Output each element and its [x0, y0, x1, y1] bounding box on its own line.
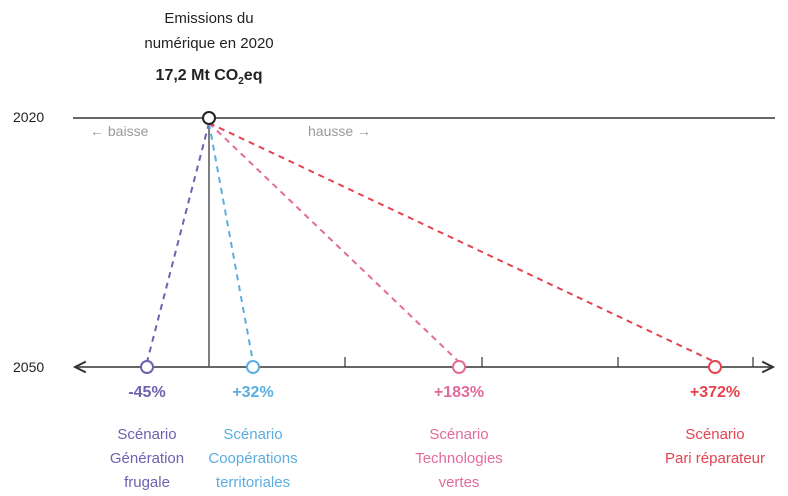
baseline-value-main: 17,2 Mt CO	[155, 67, 239, 84]
decrease-label: ← baisse	[90, 123, 149, 139]
year-2050-label: 2050	[13, 359, 45, 375]
scenario-line	[208, 122, 460, 363]
scenario-name-line: Scénario	[223, 426, 283, 443]
scenario-percent: +183%	[433, 384, 485, 401]
scenario-point	[246, 360, 260, 374]
scenario-line	[208, 122, 254, 363]
scenario-name-line: frugale	[124, 474, 170, 491]
scenario-name-line: vertes	[438, 474, 480, 491]
scenario-name: Scénario Coopérations territoriales	[208, 423, 297, 495]
scenario-name-line: Scénario	[685, 426, 745, 443]
increase-label: hausse →	[308, 123, 372, 139]
scenario-line	[208, 122, 716, 363]
scenario-percent: -45%	[128, 384, 166, 401]
baseline-value-unit: eq	[243, 67, 263, 84]
scenario-name: Scénario Technologies vertes	[415, 423, 503, 495]
scenario-line	[146, 122, 210, 363]
scenario-name-line: territoriales	[215, 474, 291, 491]
points-layer	[140, 111, 722, 374]
title-line-1: Emissions du	[164, 10, 254, 27]
scenario-name-line: Génération	[109, 450, 185, 467]
scenario-percent: +32%	[232, 384, 274, 401]
origin-point	[202, 111, 216, 125]
scenario-point	[452, 360, 466, 374]
scenario-name: Scénario Génération frugale	[110, 423, 184, 495]
scenario-name-line: Pari réparateur	[664, 450, 766, 467]
scenario-name-line: Scénario	[429, 426, 489, 443]
baseline-value-subscript: 2	[238, 76, 244, 88]
scenario-name-line: Technologies	[415, 450, 503, 467]
title-line-2: numérique en 2020	[144, 35, 274, 52]
baseline-value: 17,2 Mt CO2eq	[156, 66, 263, 89]
scenario-name-line: Coopérations	[208, 450, 298, 467]
scenario-name: Scénario Pari réparateur	[665, 423, 765, 471]
scenario-percent: +372%	[689, 384, 741, 401]
lines-layer	[73, 117, 775, 367]
scenario-point	[708, 360, 722, 374]
scenario-point	[140, 360, 154, 374]
scenario-name-line: Scénario	[117, 426, 177, 443]
year-2020-label: 2020	[13, 109, 45, 125]
